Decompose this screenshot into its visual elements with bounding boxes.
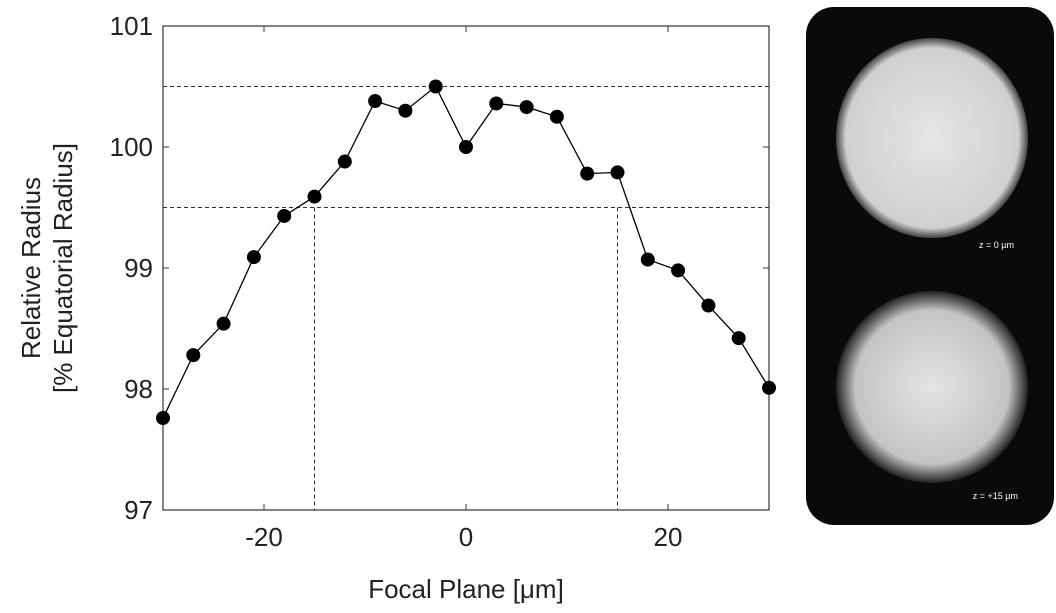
data-point xyxy=(186,348,201,363)
x-tick-label: -20 xyxy=(245,522,283,552)
y-tick-label: 101 xyxy=(110,11,153,41)
data-point xyxy=(640,252,655,267)
x-tick-label: 20 xyxy=(654,522,683,552)
image-label: z = 0 µm xyxy=(979,240,1014,250)
data-point xyxy=(671,263,686,278)
data-point xyxy=(762,380,776,395)
y-axis-label: [% Equatorial Radius] xyxy=(48,143,78,393)
data-point xyxy=(580,166,595,181)
data-point xyxy=(519,100,534,115)
image-label: z = +15 µm xyxy=(973,491,1018,501)
data-point xyxy=(398,103,413,118)
data-point xyxy=(610,165,625,180)
y-axis-label: Relative Radius xyxy=(16,177,46,359)
x-axis-label: Focal Plane [μm] xyxy=(368,574,564,604)
data-point xyxy=(549,109,564,124)
data-point xyxy=(246,250,261,265)
data-point xyxy=(216,316,231,331)
data-point xyxy=(277,208,292,223)
x-tick-label: 0 xyxy=(459,522,473,552)
data-point xyxy=(701,298,716,313)
data-point xyxy=(731,331,746,346)
data-point xyxy=(428,79,443,94)
data-point xyxy=(307,189,322,204)
sphere-image xyxy=(836,38,1028,238)
data-point xyxy=(459,140,473,154)
y-tick-label: 100 xyxy=(110,132,153,162)
data-point xyxy=(489,96,504,111)
y-tick-label: 97 xyxy=(124,495,153,525)
sphere-image xyxy=(836,291,1028,483)
data-point xyxy=(337,154,352,169)
data-point xyxy=(156,411,170,426)
y-tick-label: 98 xyxy=(124,374,153,404)
y-tick-label: 99 xyxy=(124,253,153,283)
data-point xyxy=(368,94,383,109)
